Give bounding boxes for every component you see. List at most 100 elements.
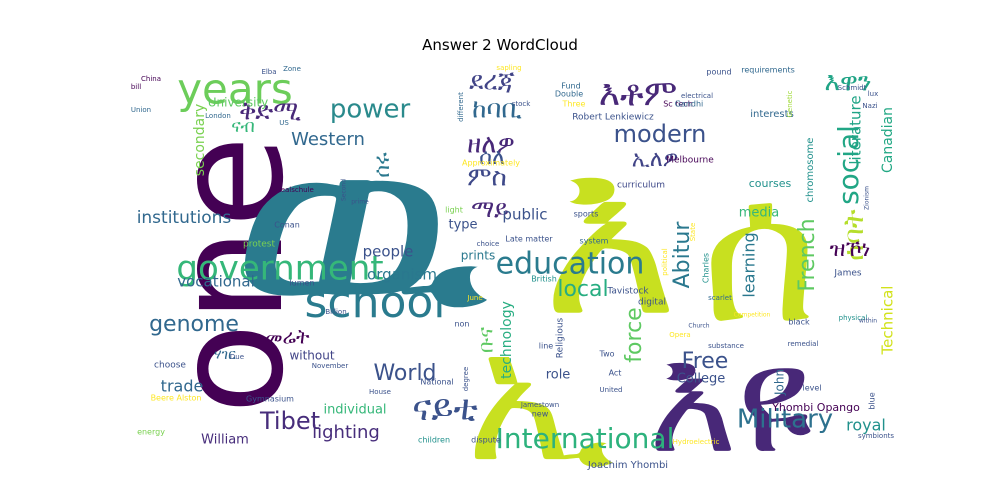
word-131: House: [369, 388, 391, 396]
word-137: blue: [868, 392, 877, 409]
word-110: State: [689, 223, 697, 242]
word-109: political: [661, 248, 669, 275]
word-29: ሰባት: [837, 209, 870, 260]
word-19: French: [795, 218, 820, 291]
word-20: Abitur: [670, 221, 695, 289]
word-45: ኢለዎ: [632, 147, 679, 172]
word-127: Gymnasium: [246, 395, 294, 404]
word-47: ሰሩ: [370, 152, 395, 178]
word-71: curriculum: [617, 181, 665, 191]
word-64: without: [289, 349, 334, 363]
word-111: protest: [243, 240, 275, 250]
word-113: Billion: [325, 308, 346, 316]
word-32: ከባቢ: [472, 95, 522, 125]
word-108: physical: [839, 314, 868, 322]
word-134: remedial: [788, 340, 819, 348]
word-11: Military: [737, 405, 833, 435]
word-66: Yhombi Opango: [771, 401, 860, 414]
word-92: US: [279, 119, 289, 127]
word-56: media: [739, 206, 780, 221]
word-34: force: [622, 307, 647, 362]
word-93: Realschule: [276, 186, 314, 194]
word-58: College: [677, 372, 726, 387]
word-120: June: [466, 294, 482, 302]
word-125: degree: [462, 367, 470, 392]
word-36: lighting: [312, 422, 380, 443]
word-105: Charles: [702, 253, 711, 283]
word-46: ናብ: [231, 116, 255, 137]
word-44: ሰለ: [479, 145, 505, 170]
word-128: energy: [137, 428, 165, 437]
word-25: institutions: [137, 208, 232, 228]
word-149: Nazi: [862, 102, 877, 110]
word-88: China: [141, 75, 161, 83]
word-40: Technical: [879, 286, 897, 356]
word-95: Second: [341, 179, 348, 201]
word-126: Beere Alston: [151, 394, 202, 403]
word-86: Union: [131, 106, 151, 114]
word-146: stock: [512, 100, 532, 108]
word-76: electrical: [681, 92, 713, 100]
word-136: level: [802, 384, 821, 393]
word-27: ምስ: [467, 163, 507, 193]
word-138: symbionts: [858, 432, 894, 440]
word-77: Fund: [561, 82, 580, 91]
word-39: literature: [847, 95, 865, 164]
word-59: William: [201, 433, 249, 448]
word-13: power: [330, 95, 411, 125]
word-48: ቡና: [474, 327, 498, 353]
word-55: organism: [367, 266, 437, 284]
word-148: Elba: [261, 68, 276, 76]
word-85: London: [205, 112, 231, 120]
word-30: እዋን: [825, 68, 872, 98]
word-75: Gandhi: [675, 100, 704, 109]
word-145: Zionism: [864, 186, 871, 210]
word-99: Late matter: [505, 235, 553, 244]
word-41: Canadian: [880, 107, 896, 173]
word-50: secondary: [192, 104, 208, 177]
word-139: Hydroelectric: [673, 438, 720, 446]
word-4: ኢ: [466, 293, 614, 500]
word-63: prints: [461, 249, 495, 263]
word-62: type: [448, 218, 477, 233]
word-54: people: [363, 243, 414, 261]
word-9: education: [496, 247, 645, 282]
word-21: Tibet: [259, 407, 320, 435]
word-24: genome: [149, 312, 239, 337]
word-23: Free: [682, 349, 729, 374]
word-104: digital: [638, 298, 666, 308]
word-67: Joachim Yhombi: [587, 460, 668, 471]
word-3: ሰ: [701, 135, 818, 368]
word-142: Competition: [734, 312, 771, 319]
word-2: እ: [542, 101, 678, 368]
word-81: Three: [562, 100, 586, 109]
word-140: substance: [708, 342, 744, 350]
word-121: choose: [154, 361, 186, 371]
word-73: Robert Lenkiewicz: [572, 113, 654, 123]
chart-title: Answer 2 WordCloud: [422, 36, 578, 54]
word-14: ቅድሚ: [239, 97, 301, 127]
word-28: ማይ: [471, 195, 509, 223]
word-98: choice: [477, 240, 500, 248]
word-79: requirements: [741, 66, 795, 75]
word-101: system: [580, 237, 609, 246]
word-103: Tavistock: [606, 287, 649, 297]
word-6: years: [177, 65, 293, 114]
word-26: local: [557, 277, 608, 302]
word-80: Approximately: [462, 159, 520, 168]
word-84: lux: [868, 90, 879, 98]
word-133: new: [532, 410, 549, 419]
word-60: individual: [323, 403, 386, 418]
word-115: line: [539, 342, 554, 351]
word-78: pound: [706, 68, 731, 77]
word-74: Sc tech: [663, 100, 693, 109]
word-72: Melbourne: [666, 156, 714, 166]
word-117: Two: [599, 350, 615, 359]
word-38: learning: [740, 232, 759, 297]
word-37: trade: [161, 377, 204, 396]
word-106: James: [833, 269, 861, 279]
word-0: one: [143, 135, 317, 414]
word-83: Genetic: [786, 90, 794, 117]
word-10: International: [496, 422, 675, 455]
